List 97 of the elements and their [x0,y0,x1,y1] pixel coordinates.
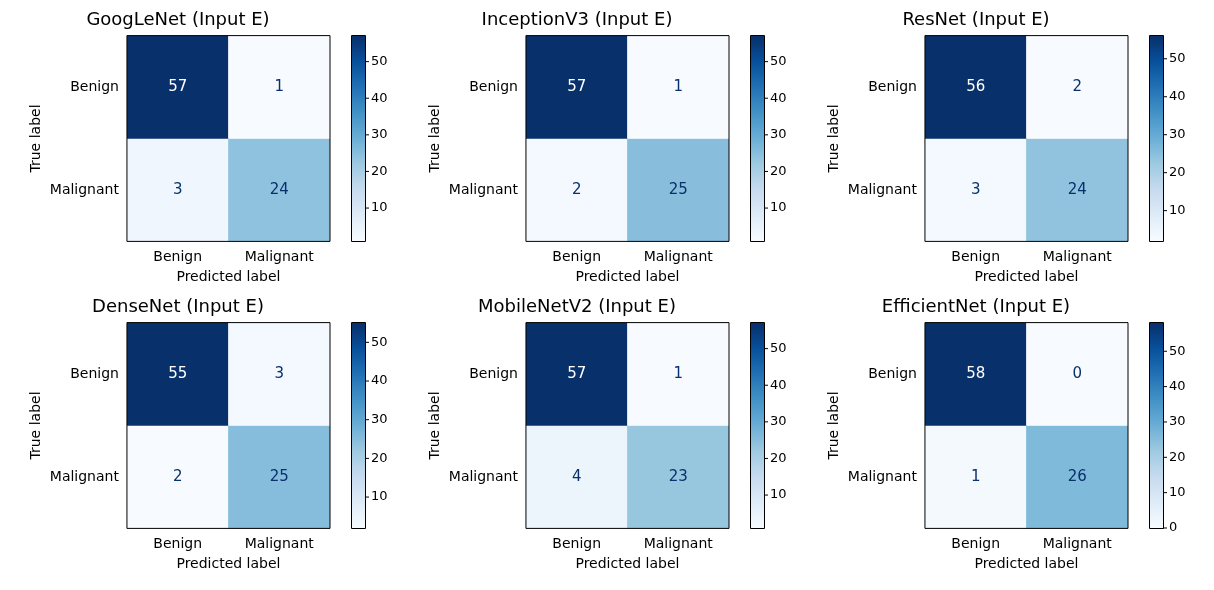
color-bar-label: 50 [1169,342,1186,358]
data-label: 0 [1072,363,1083,382]
x-tick-label: Malignant [643,248,714,265]
color-bar-label: 40 [1169,88,1186,104]
color-bar-label: 50 [770,340,787,355]
color-bar-label: 40 [371,372,388,388]
data-label: 3 [172,179,183,198]
data-label: 25 [269,466,289,485]
color-bar-label: 50 [1169,50,1186,66]
color-bar-label: 30 [371,126,388,142]
data-label: 1 [274,76,285,95]
y-tick-label: Benign [868,77,917,94]
color-bar-label: 50 [371,333,388,349]
data-label: 2 [172,466,183,485]
y-tick-label: Benign [70,77,119,94]
color-bar-label: 10 [1169,484,1186,500]
chart-title: MobileNetV2 (Input E) [478,295,676,317]
data-label: 58 [966,363,986,382]
color-bar-label: 10 [371,488,388,504]
y-tick-label: Malignant [847,467,918,484]
data-label: 57 [567,363,587,382]
data-label: 2 [571,179,582,198]
y-tick-label: Malignant [448,180,519,197]
chart-title: EfficientNet (Input E) [881,295,1071,317]
data-label: 56 [966,76,986,95]
x-tick-label: Benign [153,248,203,265]
data-label: 1 [970,466,981,485]
data-label: 3 [274,363,285,382]
data-label: 26 [1067,466,1087,485]
data-label: 3 [970,179,981,198]
y-axis-title: True label [426,104,443,174]
color-bar-label: 0 [1169,519,1178,535]
color-bar-label: 20 [770,449,787,465]
y-axis-title: True label [426,391,443,461]
color-bar-label: 10 [371,199,388,215]
y-tick-label: Malignant [49,467,120,484]
x-tick-label: Benign [153,535,203,552]
color-bar-label: 30 [1169,126,1186,142]
data-label: 1 [673,76,684,95]
color-bar-label: 20 [1169,448,1186,464]
x-axis-title: Predicted label [176,555,281,572]
data-label: 57 [168,76,188,95]
y-axis-title: True label [825,104,842,174]
data-label: 24 [1067,179,1087,198]
color-bar-label: 20 [371,162,388,178]
data-label: 23 [668,466,688,485]
color-bar-label: 30 [1169,413,1186,429]
data-label: 57 [567,76,587,95]
data-label: 55 [168,363,188,382]
x-tick-label: Benign [552,248,602,265]
color-bar-label: 20 [371,449,388,465]
x-tick-label: Benign [552,535,602,552]
x-axis-title: Predicted label [176,268,281,285]
color-bar-label: 10 [770,486,787,502]
chart-title: ResNet (Input E) [902,8,1050,30]
color-bar-label: 30 [770,413,787,429]
y-axis-title: True label [825,391,842,461]
x-tick-label: Benign [951,248,1001,265]
x-tick-label: Malignant [1042,535,1113,552]
x-tick-label: Benign [951,535,1001,552]
data-label: 2 [1072,76,1083,95]
y-tick-label: Malignant [847,180,918,197]
y-tick-label: Benign [469,364,518,381]
color-bar-label: 40 [770,89,787,105]
color-bar-label: 30 [770,126,787,142]
x-tick-label: Malignant [244,535,315,552]
data-label: 25 [668,179,688,198]
x-tick-label: Malignant [643,535,714,552]
y-tick-label: Benign [70,364,119,381]
color-bar-label: 20 [1169,164,1186,180]
color-bar-label: 40 [770,376,787,392]
color-bar-label: 10 [770,199,787,215]
y-axis-title: True label [27,104,44,174]
color-bar-label: 10 [1169,202,1186,217]
x-tick-label: Malignant [244,248,315,265]
x-tick-label: Malignant [1042,248,1113,265]
color-bar-label: 50 [371,53,388,68]
color-bar-label: 50 [770,53,787,68]
data-label: 4 [571,466,582,485]
x-axis-title: Predicted label [974,555,1079,572]
x-axis-title: Predicted label [974,268,1079,285]
y-tick-label: Benign [469,77,518,94]
y-tick-label: Malignant [49,180,120,197]
chart-title: DenseNet (Input E) [92,295,264,317]
x-axis-title: Predicted label [575,268,680,285]
y-tick-label: Malignant [448,467,519,484]
color-bar-label: 30 [371,411,388,427]
y-tick-label: Benign [868,364,917,381]
data-label: 24 [269,179,289,198]
x-axis-title: Predicted label [575,555,680,572]
y-axis-title: True label [27,391,44,461]
color-bar-label: 40 [1169,378,1186,393]
data-label: 1 [673,363,684,382]
color-bar-label: 40 [371,89,388,105]
color-bar-label: 20 [770,162,787,178]
chart-title: GoogLeNet (Input E) [86,8,270,30]
chart-title: InceptionV3 (Input E) [481,8,673,30]
